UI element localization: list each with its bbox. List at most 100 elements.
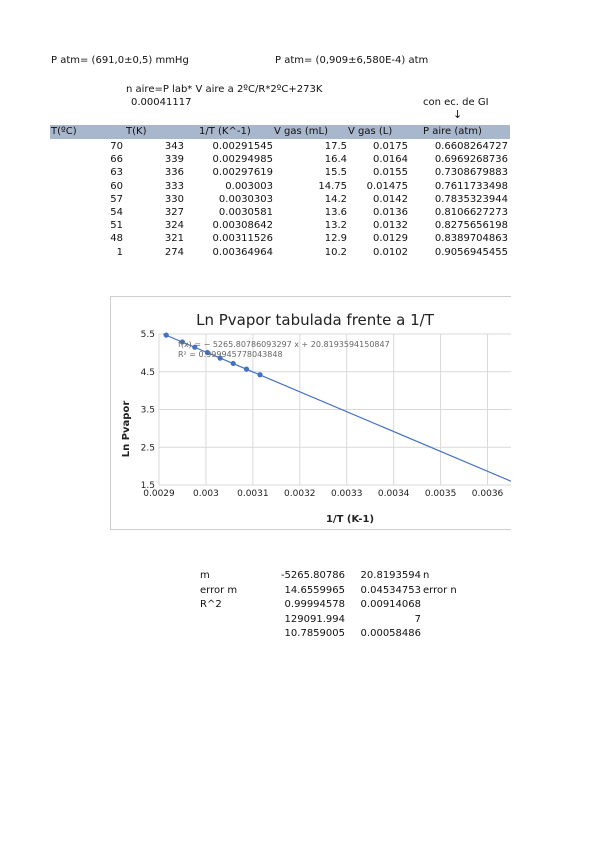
table-cell: 0.00291545	[212, 141, 273, 152]
table-cell: 13.6	[324, 207, 347, 218]
chart-grid	[158, 333, 511, 486]
regression-cell: R^2	[200, 599, 222, 611]
data-point	[243, 366, 250, 372]
chart-ticks-layer: 0.0029 0.003 0.0031 0.0032 0.0033 0.0034 0.003…	[141, 330, 504, 499]
patm-mmhg: P atm= (691,0±0,5) mmHg	[51, 55, 189, 66]
table-cell: 16.4	[324, 154, 347, 166]
gi-note: con ec. de GI	[423, 97, 489, 108]
table-cell: 0.0155	[373, 167, 408, 179]
regression-cell: 10.7859005	[284, 628, 345, 640]
data-point	[217, 355, 223, 361]
regression-cell: 0.99994578	[284, 599, 345, 611]
table-cell: 0.0030303	[218, 193, 273, 205]
regression-cell: error n	[423, 584, 457, 596]
x-tick-label: 0.0029	[143, 489, 175, 499]
table-cell: 0.0175	[373, 141, 408, 152]
table-cell: 0.7835323944	[434, 193, 508, 205]
data-point	[163, 332, 169, 338]
table-cell: 14.75	[318, 180, 347, 192]
down-arrow-icon: ↓	[453, 108, 463, 121]
table-cell: 324	[164, 220, 184, 232]
table-cell: 343	[164, 141, 184, 152]
table-header-band	[50, 125, 510, 139]
table-cell: 14.2	[324, 193, 347, 205]
table-cell: 0.8106627273	[434, 207, 508, 218]
table-cell: 1	[116, 246, 123, 258]
regression-cell: m	[200, 570, 210, 581]
table-cell: 10.2	[324, 246, 347, 258]
table-cell: 0.0102	[373, 246, 408, 258]
table-cell: 333	[164, 180, 184, 192]
x-tick-label: 0.0031	[237, 489, 269, 499]
table-header-cell: V gas (mL)	[274, 126, 328, 137]
formula-value: 0.00041117	[131, 97, 192, 108]
table-cell: 54	[110, 207, 123, 218]
data-point	[179, 339, 185, 345]
table-cell: 0.0136	[373, 207, 408, 218]
table-cell: 330	[164, 193, 184, 205]
table-cell: 70	[110, 141, 123, 152]
table-cell: 0.0129	[373, 233, 408, 245]
data-point	[204, 349, 210, 356]
regression-cell: n	[423, 570, 430, 581]
regression-cell: error m	[200, 584, 238, 596]
regression-cell: 7	[414, 613, 421, 625]
chart-r2: R² = 0.999945778043848	[178, 350, 283, 359]
table-cell: 0.0142	[373, 193, 408, 205]
chart-xlabel: 1/T (K-1)	[326, 514, 374, 525]
table-cell: 51	[110, 220, 123, 232]
table-cell: 0.0132	[373, 220, 408, 232]
table-cell: 0.9056945455	[434, 246, 508, 258]
x-tick-label: 0.0036	[472, 489, 504, 499]
regression-cell: 0.00058486	[360, 628, 421, 640]
table-cell: 0.8275656198	[434, 220, 508, 232]
regression-cell: -5265.80786	[280, 570, 345, 581]
table-cell: 0.7611733498	[434, 180, 508, 192]
table-cell: 66	[110, 154, 123, 166]
table-cell: 336	[164, 167, 184, 179]
chart-equation: f(x) = − 5265.80786093297 x + 20.8193594…	[178, 340, 390, 349]
table-cell: 48	[110, 233, 123, 245]
formula-text: n aire=P lab* V aire a 2ºC/R*2ºC+273K	[126, 84, 323, 95]
table-cell: 321	[164, 233, 184, 245]
x-tick-label: 0.0032	[284, 489, 316, 499]
chart-svg: 0.0029 0.003 0.0031 0.0032 0.0033 0.0034 0.003…	[121, 311, 512, 525]
table-cell: 0.00308642	[212, 220, 273, 232]
chart-frame: 0.0029 0.003 0.0031 0.0032 0.0033 0.0034 0.003…	[110, 296, 512, 530]
table-cell: 13.2	[324, 220, 347, 232]
regression-cell: 14.6559965	[284, 584, 345, 596]
regression-cell: 20.8193594	[360, 570, 421, 581]
table-header-cell: P aire (atm)	[423, 126, 482, 137]
table-cell: 60	[110, 180, 123, 192]
x-tick-label: 0.0035	[425, 489, 457, 499]
y-tick-label: 1.5	[141, 481, 155, 491]
table-cell: 327	[164, 207, 184, 218]
regression-cell: 0.00914068	[360, 599, 421, 611]
x-tick-label: 0.003	[193, 489, 219, 499]
regression-cell: 129091.994	[284, 613, 345, 625]
table-cell: 12.9	[324, 233, 347, 245]
table-cell: 15.5	[324, 167, 347, 179]
table-cell: 339	[164, 154, 184, 166]
table-cell: 0.00364964	[212, 246, 273, 258]
table-cell: 0.00294985	[212, 154, 273, 166]
data-point	[257, 372, 263, 378]
data-point	[192, 344, 198, 350]
table-cell: 0.0164	[373, 154, 408, 166]
table-cell: 0.7308679883	[434, 167, 508, 179]
table-cell: 0.00311526	[212, 233, 273, 245]
y-tick-label: 4.5	[141, 368, 155, 378]
table-cell: 0.01475	[366, 180, 408, 192]
table-cell: 63	[110, 167, 123, 179]
table-header-cell: 1/T (K^-1)	[199, 126, 251, 137]
table-cell: 0.8389704863	[434, 233, 508, 245]
y-tick-label: 5.5	[141, 330, 155, 340]
data-point	[230, 360, 236, 367]
table-header-cell: T(K)	[126, 126, 147, 137]
patm-atm: P atm= (0,909±6,580E-4) atm	[275, 55, 429, 66]
table-cell: 57	[110, 193, 123, 205]
y-tick-label: 3.5	[141, 406, 155, 416]
chart-ylabel: Ln Pvapor	[121, 401, 132, 458]
x-tick-label: 0.0033	[331, 489, 363, 499]
table-header-cell: T(ºC)	[51, 126, 77, 137]
